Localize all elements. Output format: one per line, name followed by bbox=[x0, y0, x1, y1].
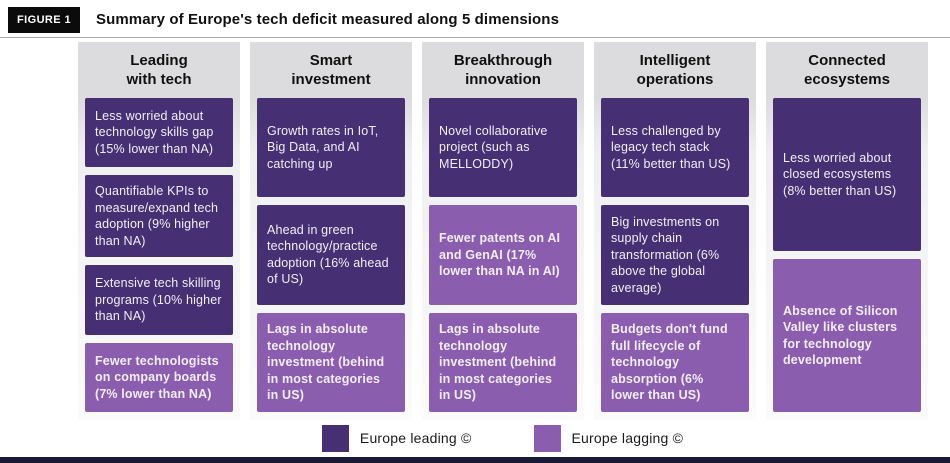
column-header: Breakthrough innovation bbox=[453, 51, 553, 89]
card-stack: Less challenged by legacy tech stack (11… bbox=[594, 98, 756, 420]
finding-card-text: Big investments on supply chain transfor… bbox=[611, 214, 720, 295]
legend-item-lagging: Europe lagging © bbox=[533, 424, 684, 452]
card-stack: Growth rates in IoT, Big Data, and AI ca… bbox=[250, 98, 412, 420]
finding-card: Quantifiable KPIs to measure/expand tech… bbox=[85, 175, 233, 258]
finding-card: Fewer technologists on company boards (7… bbox=[85, 342, 233, 412]
bottom-rule bbox=[0, 457, 950, 463]
figure-header: FIGURE 1 Summary of Europe's tech defici… bbox=[0, 0, 950, 38]
column-header: Intelligent operations bbox=[636, 51, 714, 89]
legend-item-leading: Europe leading © bbox=[321, 424, 472, 452]
finding-card-text: Absence of Silicon Valley like clusters … bbox=[783, 303, 898, 368]
finding-card: Fewer patents on AI and GenAI (17% lower… bbox=[429, 205, 577, 305]
column-smart-investment: Smart investment Growth rates in IoT, Bi… bbox=[250, 42, 412, 420]
legend: Europe leading © Europe lagging © bbox=[55, 424, 950, 452]
figure-badge: FIGURE 1 bbox=[8, 7, 80, 33]
finding-card-text: Novel collaborative project (such as MEL… bbox=[439, 123, 548, 171]
legend-label: Europe leading © bbox=[359, 430, 472, 446]
finding-card: Growth rates in IoT, Big Data, and AI ca… bbox=[257, 98, 405, 198]
column-breakthrough-innovation: Breakthrough innovation Novel collaborat… bbox=[422, 42, 584, 420]
finding-card-text: Quantifiable KPIs to measure/expand tech… bbox=[95, 184, 219, 248]
leading-color-swatch bbox=[321, 424, 349, 452]
finding-card: Ahead in green technology/practice adopt… bbox=[257, 205, 405, 305]
column-intelligent-operations: Intelligent operations Less challenged b… bbox=[594, 42, 756, 420]
finding-card-text: Growth rates in IoT, Big Data, and AI ca… bbox=[267, 123, 379, 171]
finding-card-text: Budgets don't fund full lifecycle of tec… bbox=[611, 322, 728, 403]
column-header: Leading with tech bbox=[126, 51, 192, 89]
finding-card-text: Lags in absolute technology investment (… bbox=[267, 322, 385, 403]
finding-card: Lags in absolute technology investment (… bbox=[257, 312, 405, 412]
finding-card-text: Less challenged by legacy tech stack (11… bbox=[611, 123, 731, 171]
finding-card: Big investments on supply chain transfor… bbox=[601, 205, 749, 305]
column-header: Smart investment bbox=[291, 51, 371, 89]
column-header: Connected ecosystems bbox=[804, 51, 890, 89]
column-connected-ecosystems: Connected ecosystems Less worried about … bbox=[766, 42, 928, 420]
column-leading-with-tech: Leading with tech Less worried about tec… bbox=[78, 42, 240, 420]
finding-card-text: Fewer patents on AI and GenAI (17% lower… bbox=[439, 231, 561, 279]
finding-card: Novel collaborative project (such as MEL… bbox=[429, 98, 577, 198]
finding-card-text: Less worried about technology skills gap… bbox=[95, 108, 214, 156]
finding-card: Less worried about closed ecosystems (8%… bbox=[773, 98, 921, 251]
finding-card-text: Ahead in green technology/practice adopt… bbox=[267, 222, 389, 287]
finding-card-text: Lags in absolute technology investment (… bbox=[439, 322, 557, 403]
card-stack: Less worried about closed ecosystems (8%… bbox=[766, 98, 928, 420]
finding-card: Extensive tech skilling programs (10% hi… bbox=[85, 265, 233, 335]
figure-title: Summary of Europe's tech deficit measure… bbox=[96, 11, 560, 28]
finding-card: Less challenged by legacy tech stack (11… bbox=[601, 98, 749, 198]
finding-card-text: Extensive tech skilling programs (10% hi… bbox=[95, 276, 222, 324]
finding-card: Absence of Silicon Valley like clusters … bbox=[773, 259, 921, 412]
card-stack: Novel collaborative project (such as MEL… bbox=[422, 98, 584, 420]
card-stack: Less worried about technology skills gap… bbox=[78, 98, 240, 420]
finding-card-text: Less worried about closed ecosystems (8%… bbox=[783, 150, 897, 198]
finding-card: Budgets don't fund full lifecycle of tec… bbox=[601, 312, 749, 412]
dimension-columns: Leading with tech Less worried about tec… bbox=[78, 42, 928, 420]
finding-card: Less worried about technology skills gap… bbox=[85, 98, 233, 168]
finding-card: Lags in absolute technology investment (… bbox=[429, 312, 577, 412]
finding-card-text: Fewer technologists on company boards (7… bbox=[95, 353, 219, 401]
legend-label: Europe lagging © bbox=[571, 430, 684, 446]
lagging-color-swatch bbox=[533, 424, 561, 452]
